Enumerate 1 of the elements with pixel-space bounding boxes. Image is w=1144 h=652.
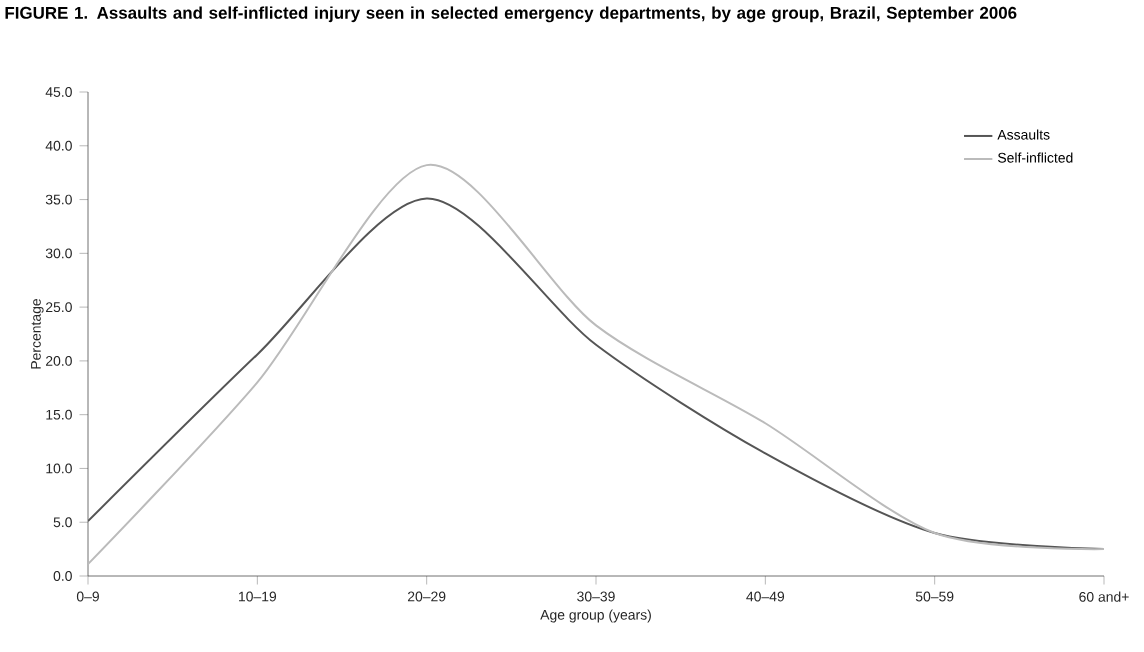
chart-title: FIGURE 1. Assaults and self-inflicted injury seen in selected emergency departments, by age group, Brazil, September 2006 xyxy=(5,6,1017,23)
